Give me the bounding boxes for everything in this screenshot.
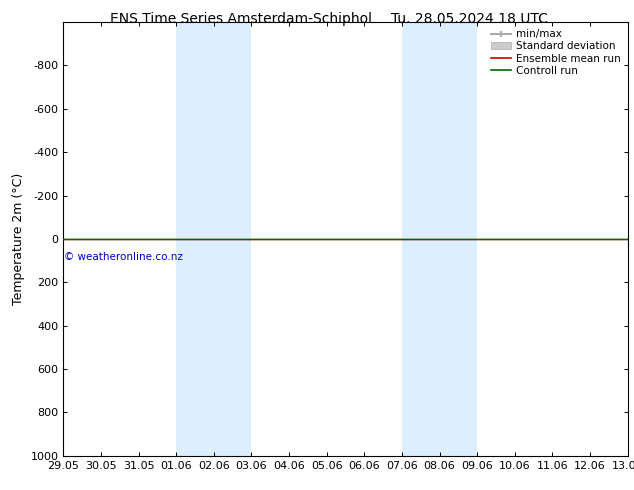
- Bar: [402, 22, 477, 456]
- Text: ENS Time Series Amsterdam-Schiphol: ENS Time Series Amsterdam-Schiphol: [110, 12, 372, 26]
- Text: © weatheronline.co.nz: © weatheronline.co.nz: [64, 252, 183, 262]
- Bar: [176, 22, 252, 456]
- Y-axis label: Temperature 2m (°C): Temperature 2m (°C): [12, 173, 25, 305]
- Text: Tu. 28.05.2024 18 UTC: Tu. 28.05.2024 18 UTC: [391, 12, 548, 26]
- Legend: min/max, Standard deviation, Ensemble mean run, Controll run: min/max, Standard deviation, Ensemble me…: [489, 27, 623, 78]
